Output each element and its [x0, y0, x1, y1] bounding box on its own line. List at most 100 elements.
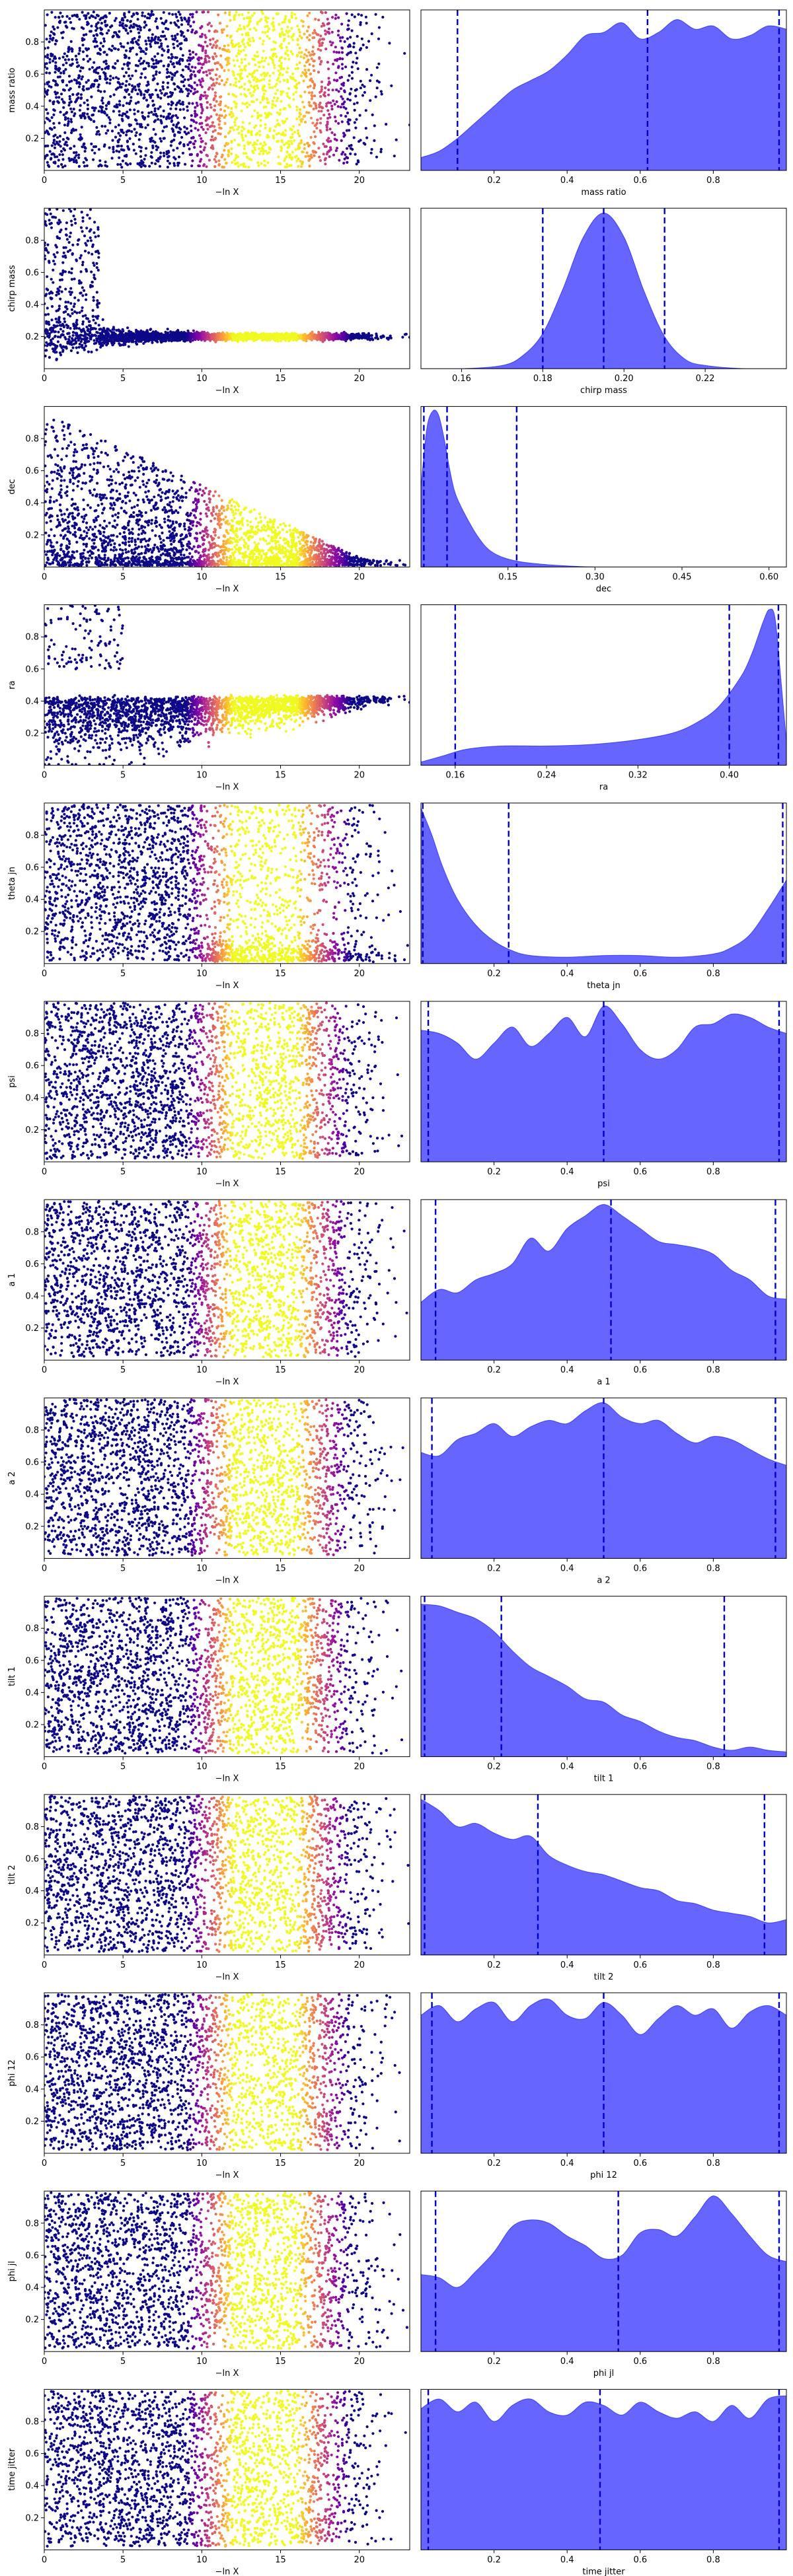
trace-sample-point — [285, 162, 289, 166]
trace-sample-point — [75, 332, 79, 336]
trace-sample-point — [344, 115, 348, 118]
trace-sample-point — [71, 331, 75, 334]
trace-sample-point — [85, 33, 88, 36]
trace-sample-point — [46, 54, 50, 57]
trace-sample-point — [118, 134, 122, 137]
trace-sample-point — [326, 122, 329, 125]
trace-sample-point — [101, 341, 104, 344]
trace-sample-point — [53, 32, 56, 36]
trace-sample-point — [110, 157, 114, 160]
trace-sample-point — [283, 165, 287, 168]
trace-sample-point — [50, 226, 54, 229]
trace-sample-point — [278, 44, 282, 48]
trace-sample-point — [64, 68, 67, 71]
trace-sample-point — [242, 139, 245, 142]
trace-sample-point — [95, 33, 98, 36]
trace-sample-point — [78, 108, 81, 112]
trace-sample-point — [67, 75, 71, 78]
trace-sample-point — [73, 296, 77, 299]
trace-sample-point — [143, 118, 146, 121]
trace-sample-point — [328, 80, 331, 84]
trace-sample-point — [313, 59, 316, 63]
trace-sample-point — [286, 31, 289, 34]
trace-sample-point — [45, 287, 48, 291]
trace-sample-point — [246, 141, 249, 144]
trace-sample-point — [353, 15, 356, 18]
trace-sample-point — [167, 81, 170, 85]
trace-sample-point — [179, 47, 182, 50]
trace-sample-point — [148, 93, 151, 96]
trace-sample-point — [324, 162, 327, 166]
trace-sample-point — [273, 96, 276, 100]
trace-sample-point — [257, 164, 260, 167]
trace-sample-point — [345, 129, 349, 132]
trace-sample-point — [79, 69, 82, 73]
trace-sample-point — [133, 127, 136, 131]
trace-sample-point — [338, 159, 341, 162]
trace-sample-point — [311, 46, 315, 49]
trace-sample-point — [150, 10, 153, 13]
trace-sample-point — [118, 20, 122, 24]
trace-sample-point — [211, 147, 215, 151]
trace-sample-point — [339, 106, 342, 109]
trace-sample-point — [70, 223, 73, 227]
trace-sample-point — [247, 165, 250, 168]
trace-sample-point — [104, 14, 107, 17]
trace-sample-point — [158, 164, 162, 168]
trace-sample-point — [173, 21, 176, 24]
trace-sample-point — [95, 348, 98, 351]
trace-sample-point — [272, 17, 275, 20]
trace-sample-point — [56, 287, 59, 291]
trace-sample-point — [94, 145, 98, 149]
trace-sample-point — [298, 123, 301, 126]
trace-sample-point — [346, 37, 350, 40]
trace-sample-point — [213, 137, 217, 141]
trace-sample-point — [70, 110, 73, 114]
trace-sample-point — [133, 108, 136, 112]
trace-sample-point — [342, 81, 346, 85]
trace-sample-point — [102, 37, 106, 40]
trace-sample-point — [100, 164, 103, 168]
trace-sample-point — [48, 34, 52, 38]
trace-sample-point — [122, 112, 125, 116]
trace-sample-point — [123, 96, 127, 99]
trace-sample-point — [251, 338, 255, 341]
trace-sample-point — [247, 88, 250, 91]
trace-sample-point — [313, 101, 316, 105]
trace-sample-point — [320, 59, 323, 63]
trace-sample-point — [201, 49, 204, 52]
trace-sample-point — [60, 31, 63, 34]
trace-sample-point — [86, 107, 89, 111]
trace-sample-point — [82, 85, 85, 89]
trace-sample-point — [365, 22, 368, 25]
trace-sample-point — [243, 147, 246, 151]
trace-sample-point — [54, 65, 57, 69]
trace-sample-point — [144, 40, 147, 43]
trace-sample-point — [220, 155, 223, 159]
trace-sample-point — [102, 326, 106, 330]
trace-sample-point — [194, 75, 197, 78]
trace-sample-point — [97, 252, 100, 255]
trace-sample-point — [218, 103, 221, 107]
trace-sample-point — [268, 83, 271, 86]
trace-sample-point — [208, 60, 211, 63]
trace-sample-point — [291, 72, 295, 75]
trace-sample-point — [203, 90, 207, 94]
trace-sample-point — [58, 67, 61, 71]
trace-sample-point — [61, 165, 65, 169]
trace-sample-point — [214, 155, 217, 158]
trace-sample-point — [296, 43, 299, 46]
trace-sample-point — [299, 141, 303, 145]
trace-sample-point — [307, 91, 311, 94]
trace-sample-point — [94, 24, 98, 28]
trace-sample-point — [288, 153, 291, 157]
trace-sample-point — [135, 131, 138, 134]
trace-sample-point — [263, 159, 266, 162]
trace-sample-point — [61, 153, 64, 157]
trace-sample-point — [168, 162, 171, 165]
trace-sample-point — [52, 139, 56, 142]
trace-sample-point — [322, 142, 325, 146]
trace-sample-point — [345, 147, 349, 150]
trace-sample-point — [299, 74, 303, 77]
